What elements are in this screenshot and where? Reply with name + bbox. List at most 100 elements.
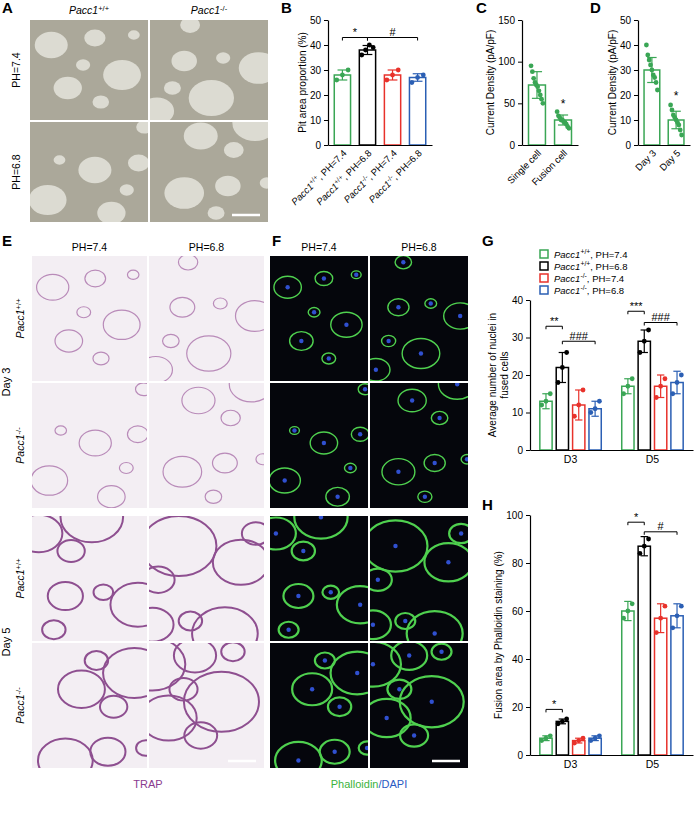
- data-point: [564, 350, 569, 355]
- tick-mark: [526, 338, 530, 339]
- panel-letter: D: [590, 0, 601, 16]
- nucleus: [459, 531, 463, 535]
- tick-label: Pacc1+/+, PH=7.4: [289, 147, 349, 207]
- tick-label: 20: [512, 370, 524, 381]
- data-point: [529, 63, 534, 68]
- cell-shape: [136, 383, 148, 396]
- cell-shape: [55, 330, 83, 352]
- text-part: PH=6.8: [401, 241, 436, 253]
- tick: Pacc1-/-, PH=6.8: [366, 145, 424, 205]
- column-label: Pacc1-/-: [191, 4, 228, 17]
- tick-mark: [634, 95, 638, 96]
- cell-shape: [358, 384, 368, 395]
- cell-shape: [235, 301, 264, 332]
- cell-shape: [174, 643, 216, 672]
- error-bar: [559, 353, 566, 383]
- micrograph: [370, 516, 468, 641]
- cell-shape: [187, 336, 231, 371]
- error-bar: [657, 604, 664, 633]
- data-point: [658, 384, 663, 389]
- tick: Day 3: [633, 145, 658, 173]
- text-part: PH=6.8: [189, 241, 224, 253]
- tick: D5: [646, 755, 660, 770]
- tick: 60: [512, 606, 530, 617]
- data-point: [576, 738, 581, 743]
- nucleus: [439, 650, 443, 654]
- cell-shape: [370, 569, 392, 591]
- error-bar: [641, 330, 648, 353]
- row-label: PH=6.8: [10, 154, 22, 189]
- micrograph-background: [270, 383, 368, 508]
- axis-line: [328, 21, 329, 146]
- micrograph-background: [370, 516, 468, 641]
- data-point: [638, 350, 643, 355]
- legend-label: Pacc1+/+, PH=7.4: [554, 248, 628, 260]
- nucleus: [283, 478, 287, 482]
- text-part: Pacc1: [554, 249, 580, 260]
- tick-label: 30: [512, 332, 524, 343]
- tick-mark: [634, 70, 638, 71]
- tick-label: 60: [512, 606, 524, 617]
- tick: 40: [310, 40, 328, 51]
- text-part: Pacc1: [14, 309, 26, 338]
- cell-shape: [320, 740, 350, 764]
- tick-label: 100: [498, 56, 515, 67]
- tick-label: 40: [512, 654, 524, 665]
- tick: 10: [310, 115, 328, 126]
- tick: 40: [512, 295, 530, 306]
- tick-mark: [526, 755, 530, 756]
- image-grid: [256, 256, 477, 779]
- text-part: Phalloidin: [331, 778, 379, 790]
- legend-swatch: [540, 262, 548, 270]
- bar: [638, 341, 650, 450]
- tick-label: Day 5: [657, 148, 682, 173]
- data-point: [409, 80, 414, 85]
- cell-shape: [205, 490, 222, 503]
- micrograph: [370, 643, 468, 768]
- nucleus: [337, 705, 341, 709]
- tick-mark: [526, 659, 530, 660]
- error-bar-cap: [413, 73, 423, 74]
- micrograph: [370, 383, 468, 508]
- data-point: [556, 380, 561, 385]
- cell-shape: [370, 520, 427, 571]
- error-bar-cap: [413, 81, 423, 82]
- cell-shape: [359, 741, 368, 754]
- scale-bar: [232, 214, 260, 217]
- micrograph-background: [370, 383, 468, 508]
- tick: 10: [512, 407, 530, 418]
- nucleus: [327, 356, 331, 360]
- cell-shape: [37, 274, 69, 300]
- error-bar-cap: [673, 371, 680, 372]
- legend-item: Pacc1-/-, PH=6.8: [540, 284, 624, 296]
- tick: 10: [620, 115, 638, 126]
- cell-shape: [395, 256, 411, 269]
- row-group-label: Day 5: [0, 628, 12, 657]
- nucleus: [299, 339, 303, 343]
- text-part: Day 5: [657, 148, 682, 173]
- y-axis: 01020304050: [310, 15, 329, 151]
- data-point: [359, 53, 364, 58]
- superscript: -/-: [14, 687, 23, 695]
- tick: 100: [506, 510, 530, 521]
- bar: [671, 616, 683, 755]
- micrograph: [149, 643, 264, 768]
- cell-shape: [55, 426, 67, 435]
- tick: 30: [620, 65, 638, 76]
- column-label: Pacc1+/+: [69, 4, 110, 17]
- micrograph: [149, 516, 264, 641]
- significance-label: *: [674, 89, 679, 103]
- cell-shape: [212, 453, 237, 473]
- data-point: [556, 721, 561, 726]
- data-point: [678, 128, 683, 133]
- cell-shape: [444, 303, 468, 329]
- text-part: Average number of nuclei in: [487, 313, 498, 437]
- tick-mark: [526, 707, 530, 708]
- column-label: PH=7.4: [301, 241, 336, 253]
- significance-label: *: [353, 26, 358, 38]
- cell-shape: [110, 583, 147, 627]
- cell-shape: [77, 307, 91, 318]
- data-point: [675, 613, 680, 618]
- data-point: [621, 391, 626, 396]
- row-label: Pacc1-/-: [14, 427, 27, 464]
